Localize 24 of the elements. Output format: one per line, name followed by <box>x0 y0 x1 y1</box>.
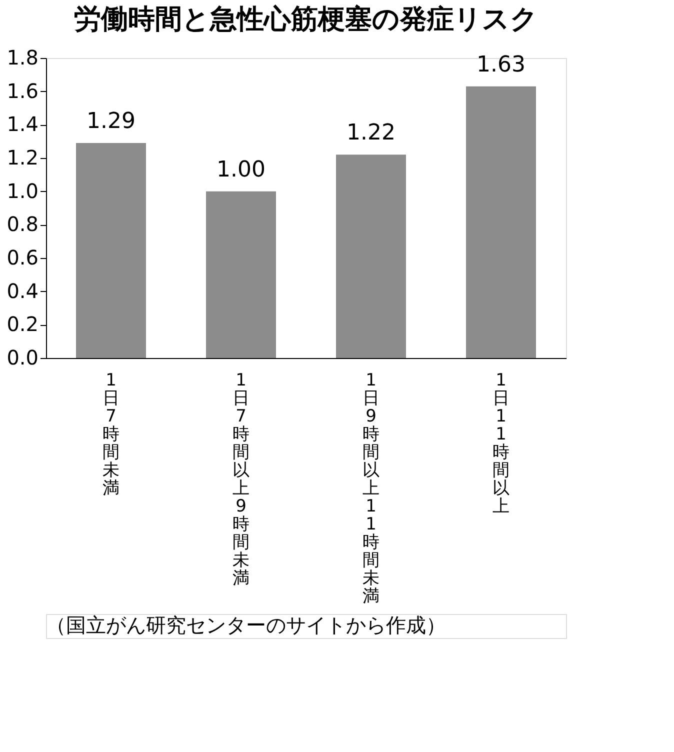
y-tick-label: 1.6 <box>6 78 38 103</box>
data-label: 1.29 <box>86 109 136 134</box>
x-tick-label: 1日11時間以上 <box>492 370 510 516</box>
y-tick-label: 0.8 <box>6 212 38 236</box>
y-tick-label: 0.4 <box>6 278 38 303</box>
y-tick-label: 1.4 <box>6 112 38 136</box>
y-tick-label: 1.2 <box>6 146 38 170</box>
data-label: 1.63 <box>476 52 526 78</box>
y-tick-label: 1.0 <box>6 178 38 203</box>
chart-title: 労働時間と急性心筋梗塞の発症リスク <box>74 4 538 35</box>
data-label: 1.00 <box>216 157 266 182</box>
bar <box>336 154 406 358</box>
y-tick-label: 0.0 <box>6 346 38 370</box>
y-tick-label: 0.6 <box>6 246 38 270</box>
category-label: 1日9時間以上11時間未満 <box>362 370 380 606</box>
bar <box>76 143 146 358</box>
x-tick-label: 1日7時間未満 <box>102 370 120 498</box>
bar <box>206 191 276 358</box>
text: （国立がん研究センターのサイトから作成） <box>46 613 446 637</box>
y-tick-label: 0.2 <box>6 312 38 336</box>
data-label: 1.22 <box>346 120 396 146</box>
category-label: 1日7時間以上9時間未満 <box>232 370 250 588</box>
y-tick-label: 1.8 <box>6 46 38 70</box>
bar <box>466 86 536 358</box>
